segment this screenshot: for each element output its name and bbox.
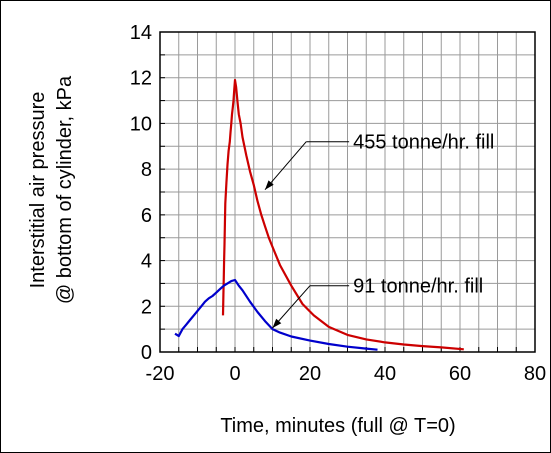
- y-tick-labels: 0 2 4 6 8 10 12 14: [130, 22, 152, 364]
- x-tick-label: 20: [299, 363, 321, 385]
- x-axis-title: Time, minutes (full @ T=0): [220, 415, 455, 437]
- annotation-arrowhead: [265, 180, 274, 190]
- y-tick-label: 4: [141, 251, 152, 273]
- annotation-label-1: 455 tonne/hr. fill: [353, 132, 494, 154]
- y-tick-label: 10: [130, 113, 152, 135]
- annotation-arrowhead: [272, 318, 282, 328]
- y-tick-label: 14: [130, 22, 152, 44]
- x-tick-label: 40: [374, 363, 396, 385]
- y-tick-label: 2: [141, 296, 152, 318]
- x-tick-label: 0: [229, 363, 240, 385]
- x-tick-label: 60: [449, 363, 471, 385]
- y-tick-label: 0: [141, 342, 152, 364]
- series-line-1: [221, 78, 464, 351]
- y-tick-label: 12: [130, 68, 152, 90]
- y-tick-label: 6: [141, 205, 152, 227]
- annotation-label-2: 91 tonne/hr. fill: [353, 276, 483, 298]
- x-tick-label: 80: [524, 363, 546, 385]
- y-axis-title-line-1: Interstitial air pressure: [27, 92, 49, 289]
- series-group: [174, 78, 464, 351]
- minor-ticks: [159, 31, 536, 353]
- y-tick-label: 8: [141, 159, 152, 181]
- grid: [160, 32, 535, 352]
- series-line-2: [174, 278, 378, 351]
- annotations: 455 tonne/hr. fill 91 tonne/hr. fill: [264, 132, 494, 329]
- y-axis-title-line-2: @ bottom of cylinder, kPa: [54, 75, 76, 304]
- x-tick-label: -20: [146, 363, 175, 385]
- x-tick-labels: -20 0 20 40 60 80: [146, 363, 547, 385]
- annotation-arrow-line: [264, 141, 307, 191]
